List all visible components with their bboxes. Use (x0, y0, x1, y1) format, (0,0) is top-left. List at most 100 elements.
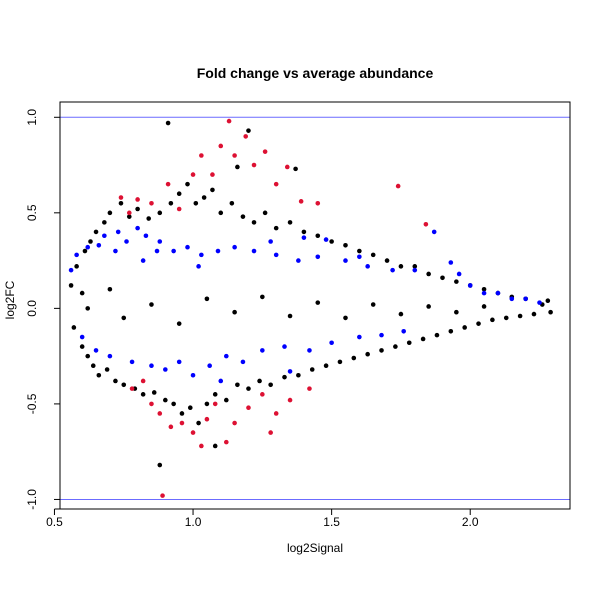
data-point-s1-20 (207, 363, 212, 368)
data-point-s0-83 (531, 311, 537, 317)
data-point-s0-96 (121, 315, 127, 321)
x-axis-label: log2Signal (287, 541, 343, 555)
data-point-s2-6 (190, 172, 196, 177)
data-point-s0-36 (218, 210, 224, 216)
y-axis: -1.0 -0.5 0.0 0.5 1.0 (25, 109, 61, 510)
x-tick-label-1: 1.0 (185, 515, 202, 529)
data-point-s0-39 (235, 382, 240, 388)
data-point-s2-24 (179, 420, 185, 426)
data-point-s0-46 (273, 225, 279, 231)
data-point-s0-32 (201, 195, 207, 200)
data-point-s2-21 (149, 401, 154, 407)
data-point-s1-8 (124, 239, 129, 244)
data-point-s2-32 (273, 411, 279, 416)
data-point-s0-47 (282, 374, 287, 380)
data-point-s0-67 (420, 336, 426, 342)
data-point-s0-66 (412, 264, 418, 269)
data-point-s1-4 (93, 348, 99, 353)
data-point-s0-1 (71, 325, 77, 330)
data-point-s1-53 (154, 248, 160, 254)
data-point-s0-65 (406, 340, 412, 346)
data-point-s0-20 (146, 216, 151, 221)
data-point-s0-10 (102, 220, 107, 225)
chart-title: Fold change vs average abundance (197, 65, 434, 81)
data-point-s2-29 (232, 420, 237, 426)
data-point-s1-16 (176, 359, 182, 365)
data-point-s0-6 (88, 239, 93, 244)
data-point-s1-9 (129, 359, 135, 365)
data-point-s1-14 (163, 367, 168, 372)
data-point-s1-39 (412, 267, 418, 273)
data-point-s1-48 (537, 300, 542, 305)
data-point-s0-19 (140, 392, 146, 397)
data-point-s1-30 (307, 348, 312, 353)
data-point-s0-98 (176, 321, 182, 326)
data-point-s1-7 (115, 229, 121, 235)
data-point-s2-30 (246, 405, 251, 411)
data-point-s1-59 (287, 369, 293, 374)
data-point-s2-3 (149, 200, 154, 206)
data-point-s2-27 (204, 416, 210, 422)
data-point-s2-31 (260, 392, 265, 397)
data-point-s2-5 (176, 206, 182, 212)
data-point-s0-61 (379, 348, 384, 353)
data-point-s0-41 (246, 386, 251, 391)
data-point-s2-10 (226, 118, 232, 124)
data-point-s1-24 (240, 359, 246, 365)
data-point-s0-56 (343, 243, 348, 248)
x-tick-label-2: 1.5 (323, 515, 340, 529)
data-point-s1-15 (171, 248, 176, 254)
data-point-s1-37 (390, 267, 395, 273)
data-point-s0-62 (384, 258, 390, 263)
data-point-s2-12 (243, 134, 249, 139)
data-point-s0-22 (157, 210, 163, 216)
data-point-s1-13 (157, 239, 163, 244)
data-point-s0-45 (268, 382, 273, 388)
data-point-s2-20 (423, 221, 429, 227)
data-point-s2-7 (199, 153, 204, 158)
data-point-s0-91 (157, 462, 163, 468)
data-point-s0-43 (257, 378, 262, 384)
data-point-s0-85 (545, 298, 551, 304)
data-point-s0-13 (113, 378, 118, 384)
data-point-s2-23 (168, 424, 174, 430)
data-point-s0-89 (293, 166, 298, 172)
data-point-s0-12 (107, 210, 113, 216)
data-point-s0-18 (135, 206, 140, 212)
data-point-s1-44 (481, 290, 487, 296)
data-point-s0-102 (287, 313, 293, 319)
data-point-s0-106 (398, 311, 404, 317)
data-point-s1-1 (74, 252, 79, 258)
data-point-s2-36 (140, 378, 146, 384)
data-point-s1-42 (456, 271, 462, 277)
data-point-s1-31 (315, 254, 321, 260)
x-axis: 0.5 1.0 1.5 2.0 (46, 508, 479, 529)
data-point-s2-35 (129, 386, 135, 391)
data-point-s1-58 (218, 378, 224, 384)
data-point-s0-86 (548, 309, 553, 315)
data-point-s0-27 (179, 411, 185, 416)
data-point-s0-49 (296, 372, 301, 378)
data-point-s0-59 (365, 351, 370, 357)
data-point-s1-56 (113, 248, 118, 254)
data-point-s2-0 (118, 195, 124, 200)
data-point-s0-34 (210, 187, 215, 193)
data-point-s1-11 (143, 233, 149, 239)
data-point-s2-33 (287, 397, 293, 403)
data-point-s0-75 (476, 321, 481, 326)
data-point-s0-58 (357, 248, 362, 254)
data-point-s2-19 (395, 183, 401, 189)
data-point-s0-88 (246, 128, 251, 133)
data-point-s1-3 (85, 244, 91, 250)
data-point-s1-28 (282, 344, 287, 349)
data-point-s1-21 (215, 248, 221, 254)
data-point-s2-8 (210, 172, 215, 177)
data-point-s0-54 (329, 239, 334, 244)
data-point-s2-34 (307, 386, 312, 391)
data-point-s1-12 (149, 363, 154, 368)
data-point-s0-9 (96, 372, 102, 378)
data-point-s0-95 (107, 286, 113, 292)
data-point-s0-7 (90, 363, 96, 368)
